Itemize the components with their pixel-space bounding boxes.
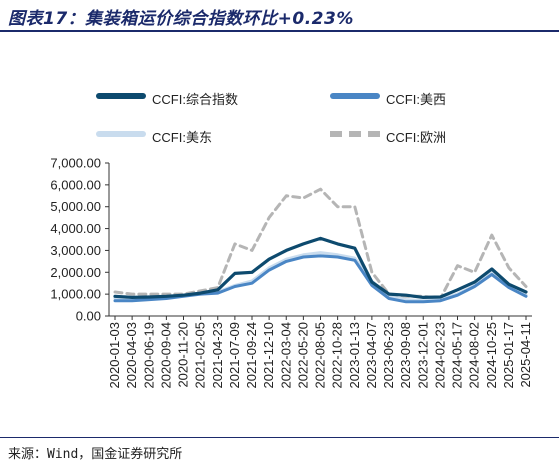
legend-label-europe: CCFI:欧洲 (386, 130, 446, 145)
x-tick-label: 2025-04-11 (518, 322, 533, 388)
y-tick-label: 3,000.00 (50, 243, 101, 258)
x-tick-label: 2023-12-01 (415, 322, 430, 389)
y-tick-label: 4,000.00 (50, 221, 101, 236)
series-line-europe (113, 187, 528, 300)
x-tick-label: 2022-10-28 (330, 322, 345, 389)
x-tick-label: 2022-08-05 (313, 322, 328, 389)
x-tick-label: 2021-04-23 (210, 322, 225, 389)
footer-divider (0, 437, 559, 438)
legend-swatch-us-east (96, 131, 146, 137)
legend-label-composite: CCFI:综合指数 (152, 92, 238, 107)
legend-swatch-composite (96, 93, 146, 99)
x-tick-label: 2021-12-10 (261, 322, 276, 389)
x-tick-label: 2020-01-03 (107, 322, 122, 389)
x-tick-label: 2023-06-23 (381, 322, 396, 389)
x-tick-label: 2023-01-13 (347, 322, 362, 389)
y-tick-label: 6,000.00 (50, 177, 101, 192)
y-tick-label: 7,000.00 (50, 156, 101, 171)
y-tick-label: 1,000.00 (50, 287, 101, 302)
source-note: 来源：Wind，国金证券研究所 (8, 447, 183, 462)
x-tick-label: 2021-02-05 (193, 322, 208, 389)
legend-swatch-us-west (330, 93, 380, 99)
x-tick-label: 2022-05-20 (295, 322, 310, 389)
x-tick-label: 2021-09-24 (244, 322, 259, 389)
y-tick-label: 2,000.00 (50, 265, 101, 280)
x-tick-label: 2023-09-08 (398, 322, 413, 389)
y-tick-label: 5,000.00 (50, 199, 101, 214)
x-tick-label: 2022-03-04 (278, 322, 293, 389)
x-tick-label: 2024-05-17 (450, 322, 465, 389)
chart-title: 图表17：集装箱运价综合指数环比+0.23% (8, 9, 354, 29)
x-tick-label: 2023-04-07 (364, 322, 379, 389)
x-tick-label: 2024-10-25 (484, 322, 499, 389)
y-tick-label: 0.00 (76, 309, 101, 324)
legend-label-us-east: CCFI:美东 (152, 130, 212, 145)
x-tick-label: 2020-06-19 (141, 322, 156, 389)
x-tick-label: 2020-09-04 (158, 322, 173, 389)
series-line-composite (113, 236, 528, 299)
x-tick-label: 2020-11-20 (176, 322, 191, 388)
x-tick-label: 2024-08-02 (467, 322, 482, 389)
legend-label-us-west: CCFI:美西 (386, 92, 446, 107)
title-divider (0, 30, 559, 32)
x-tick-label: 2021-07-09 (227, 322, 242, 389)
x-tick-label: 2020-04-03 (124, 322, 139, 389)
x-tick-label: 2024-02-23 (432, 322, 447, 389)
legend-swatch-europe (330, 131, 380, 137)
x-tick-label: 2025-01-17 (501, 322, 516, 389)
